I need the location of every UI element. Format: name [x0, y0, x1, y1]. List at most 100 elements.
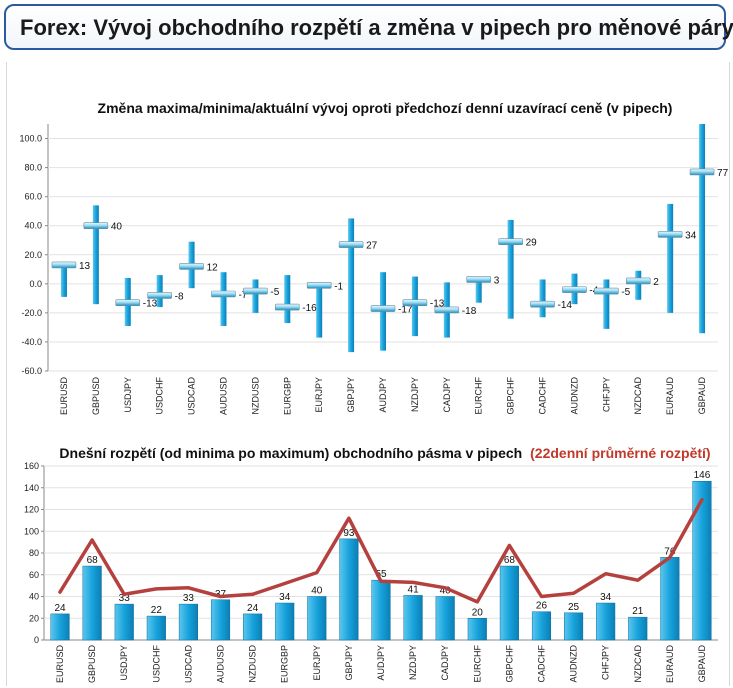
chart2-category-label: CADCHF — [536, 644, 546, 682]
chart2-bar — [403, 595, 423, 641]
chart1-category-label: EURGBP — [282, 377, 292, 415]
chart1-data-label: -1 — [334, 281, 343, 292]
chart2-y-tick-label: 100 — [24, 526, 39, 536]
chart2-bar — [243, 613, 263, 641]
chart1-range-bar — [411, 276, 418, 337]
chart1-current-marker — [530, 300, 555, 308]
chart2-bar — [146, 615, 166, 641]
chart2-y-tick-label: 80 — [29, 548, 39, 558]
chart2-category-label: GBPUSD — [87, 645, 97, 684]
chart1-data-label: -13 — [430, 299, 445, 310]
chart1-current-marker — [402, 299, 428, 307]
chart1-data-label: -16 — [302, 303, 317, 314]
chart2-bar — [692, 480, 712, 641]
chart1-range-bar — [699, 124, 706, 334]
chart1-category-label: AUDUSD — [218, 377, 228, 416]
chart1-current-marker — [179, 263, 204, 270]
chart1-category-label: NZDUSD — [250, 377, 260, 415]
chart2-y-tick-label: 120 — [24, 505, 39, 515]
chart1-range-bar — [316, 283, 323, 338]
chart2-category-label: AUDJPY — [376, 645, 386, 681]
chart1-y-tick-label: 100.0 — [19, 134, 42, 144]
chart1-range-bar — [507, 219, 514, 319]
chart1-data-label: -18 — [462, 306, 477, 317]
chart2-title: Dnešní rozpětí (od minima po maximum) ob… — [59, 445, 522, 461]
chart2-data-label: 40 — [311, 586, 323, 597]
chart2-data-label: 146 — [694, 470, 711, 481]
chart1-current-marker — [434, 306, 460, 314]
chart2-category-label: EURJPY — [312, 645, 322, 681]
chart1-range-bar — [635, 270, 642, 300]
chart1-title: Změna maxima/minima/aktuální vývoj oprot… — [98, 100, 673, 116]
chart2-data-label: 25 — [568, 602, 580, 613]
chart1-data-label: -13 — [143, 299, 158, 310]
chart1-current-marker — [562, 286, 587, 293]
chart1-data-label: 2 — [653, 277, 659, 288]
chart2-bar — [339, 538, 359, 641]
chart1-category-label: USDCHF — [155, 376, 165, 414]
chart1-current-marker — [243, 287, 268, 295]
chart2-category-label: EURGBP — [280, 645, 290, 683]
chart2-y-tick-label: 140 — [24, 483, 39, 493]
chart2-data-label: 40 — [440, 586, 452, 597]
chart1-current-marker — [83, 222, 109, 230]
daily-range-chart: 160 140 120 100 80 60 40 20 0 24 EURUSD 68 GBPUSD 33 U… — [24, 461, 718, 683]
chart1-range-bar — [539, 279, 546, 318]
chart1-data-label: -14 — [558, 300, 573, 311]
chart1-y-tick-label: 0.0 — [29, 279, 42, 289]
chart2-data-label: 41 — [408, 584, 420, 595]
chart1-category-label: AUDJPY — [378, 377, 388, 413]
chart1-range-bar — [92, 205, 99, 305]
chart2-bar — [435, 596, 455, 641]
chart2-data-label: 68 — [87, 555, 99, 566]
chart1-current-marker — [370, 305, 396, 312]
chart1-category-label: CHFJPY — [601, 377, 611, 412]
chart2-data-label: 22 — [151, 605, 163, 616]
chart1-data-label: 3 — [494, 275, 500, 286]
chart1-range-bar — [667, 203, 674, 313]
chart1-category-label: EURJPY — [314, 377, 324, 413]
chart2-category-label: GBPJPY — [344, 645, 354, 681]
chart2-bar — [564, 612, 584, 641]
chart1-data-label: -5 — [621, 287, 630, 298]
chart2-category-label: AUDUSD — [216, 645, 226, 684]
chart2-data-label: 24 — [54, 603, 66, 614]
chart2-bar — [371, 579, 391, 641]
chart1-range-bar — [252, 279, 259, 313]
chart2-category-label: CHFJPY — [601, 645, 611, 680]
chart2-data-label: 37 — [215, 589, 227, 600]
chart2-bar — [467, 618, 487, 641]
chart1-data-label: -8 — [175, 291, 184, 302]
chart2-data-label: 24 — [247, 603, 259, 614]
chart1-y-tick-label: 20.0 — [24, 250, 42, 260]
chart1-current-marker — [147, 292, 172, 299]
chart1-current-marker — [274, 303, 300, 311]
chart1-category-label: CADJPY — [442, 377, 452, 413]
chart2-bar — [596, 602, 616, 641]
chart-panel — [6, 62, 730, 686]
chart2-y-tick-label: 40 — [29, 592, 39, 602]
chart1-range-bar — [284, 275, 291, 324]
range-change-chart: 100.0 80.0 60.0 40.0 20.0 0.0 -20.0 -40.0 -60.0 1… — [19, 124, 729, 416]
chart1-category-label: GBPJPY — [346, 377, 356, 413]
chart2-category-label: EURAUD — [665, 645, 675, 684]
chart1-current-marker — [211, 290, 236, 298]
chart1-range-bar — [603, 279, 610, 329]
chart2-bar — [114, 603, 134, 641]
chart2-data-label: 68 — [504, 555, 516, 566]
chart1-y-tick-label: 40.0 — [24, 221, 42, 231]
chart1-range-bar — [60, 266, 67, 297]
chart1-range-bar — [220, 272, 227, 326]
chart1-data-label: -7 — [238, 290, 247, 301]
chart1-range-bar — [348, 218, 355, 353]
chart2-data-label: 21 — [632, 606, 644, 617]
chart2-category-label: USDJPY — [119, 645, 129, 681]
chart2-data-label: 20 — [472, 607, 484, 618]
header-banner: Forex: Vývoj obchodního rozpětí a změna … — [4, 4, 733, 50]
chart2-bar — [531, 611, 552, 641]
chart1-data-label: 12 — [207, 262, 219, 273]
chart2-category-label: EURCHF — [472, 644, 482, 682]
chart1-category-label: EURCHF — [474, 376, 484, 414]
chart1-category-label: USDCAD — [187, 377, 197, 416]
